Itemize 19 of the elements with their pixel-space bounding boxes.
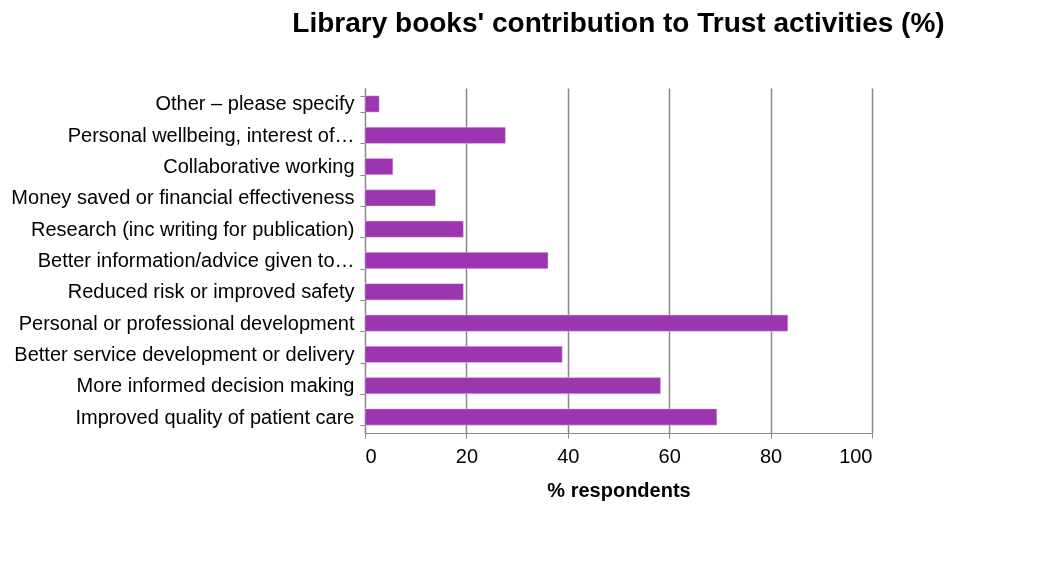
- chart-title: Library books' contribution to Trust activities (%): [292, 7, 945, 38]
- x-tick-label: 60: [658, 444, 681, 467]
- x-tick-label: 0: [365, 444, 377, 467]
- y-tick-label: Money saved or financial effectiveness: [11, 186, 355, 209]
- y-tick-label: Research (inc writing for publication): [31, 217, 355, 240]
- x-tick-label: 20: [455, 444, 479, 467]
- y-tick-label: Other – please specify: [155, 92, 355, 115]
- y-tick-label: Better service development or delivery: [14, 342, 355, 365]
- y-tick-label: Personal or professional development: [18, 311, 355, 334]
- y-tick-label: Reduced risk or improved safety: [67, 280, 355, 303]
- y-tick-label: More informed decision making: [76, 374, 355, 397]
- y-tick-label: Better information/advice given to…: [37, 249, 355, 271]
- x-tick-label: 40: [557, 444, 580, 467]
- x-axis-title: % respondents: [547, 478, 691, 501]
- y-tick-label: Collaborative working: [163, 155, 355, 178]
- y-tick-label: Personal wellbeing, interest of…: [67, 123, 355, 146]
- x-tick-label: 80: [759, 444, 783, 467]
- x-tick-label: 100: [839, 444, 873, 467]
- y-tick-label: Improved quality of patient care: [75, 405, 355, 428]
